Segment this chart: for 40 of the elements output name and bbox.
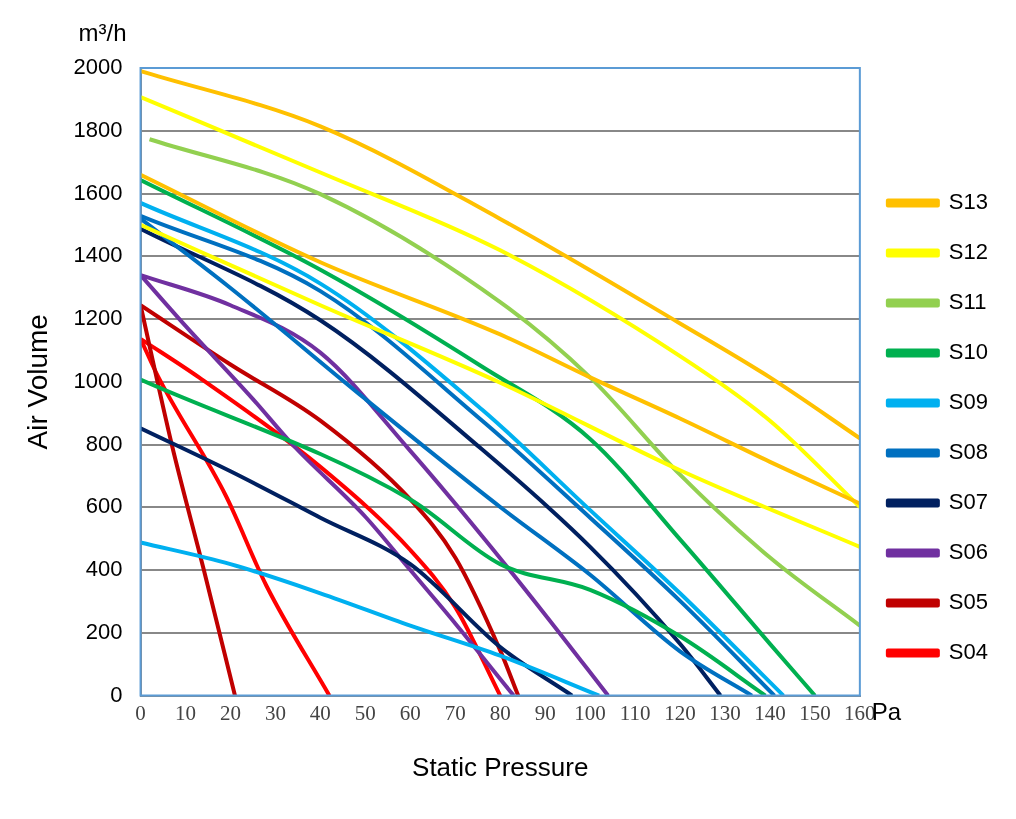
legend-label: S08 [948,439,989,465]
legend-label: S07 [948,489,989,515]
x-tick-label: 0 [135,700,146,725]
x-tick-label: 80 [489,700,511,725]
legend-label: S11 [948,289,987,315]
legend-label: S06 [948,539,989,565]
x-tick-label: 110 [619,700,651,725]
x-axis-title: Static Pressure [412,751,589,782]
y-tick-label: 1600 [73,179,123,205]
x-tick-label: 150 [799,700,831,725]
x-tick-label: 100 [574,700,606,725]
y-tick-label: 800 [85,430,123,456]
y-tick-label: 1000 [73,367,123,393]
y-tick-label: 1800 [73,116,123,142]
legend-label: S13 [948,189,989,215]
x-tick-label: 90 [534,700,556,725]
x-tick-label: 30 [264,700,286,725]
y-tick-label: 400 [85,556,123,582]
y-tick-label: 1400 [73,242,123,268]
legend-label: S12 [948,239,989,265]
y-tick-label: 2000 [73,54,123,80]
x-tick-label: 10 [175,700,196,725]
legend-label: S05 [948,589,989,615]
y-tick-label: 1200 [73,305,123,331]
y-axis-title: Air Volume [21,314,53,450]
x-tick-label: 60 [399,700,421,725]
x-tick-label: 20 [219,700,241,725]
y-tick-label: 600 [85,493,123,519]
legend-label: S04 [948,639,989,665]
x-tick-label: 130 [709,700,741,725]
x-tick-label: 70 [444,700,466,725]
x-tick-label: 40 [309,700,331,725]
legend-label: S09 [948,389,989,415]
text: m³/h [78,18,127,46]
y-tick-label: 0 [110,681,123,707]
y-tick-label: 200 [85,618,123,644]
x-tick-label: 140 [754,700,786,725]
x-tick-label: 120 [664,700,696,725]
legend-label: S10 [948,339,989,365]
x-tick-label: 50 [354,700,376,725]
